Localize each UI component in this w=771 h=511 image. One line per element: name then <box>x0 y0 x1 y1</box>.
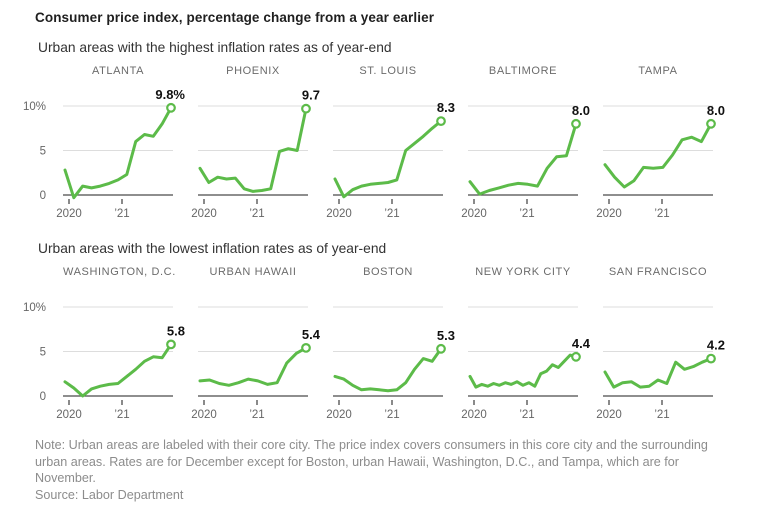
chart-title: TAMPA <box>638 65 678 77</box>
end-marker <box>301 343 311 353</box>
x-tick-label: 2020 <box>596 409 622 421</box>
end-marker <box>571 118 581 129</box>
figure-title: Consumer price index, percentage change … <box>35 10 435 25</box>
value-label: 8.3 <box>437 100 455 115</box>
x-tick-label: ’21 <box>114 208 129 220</box>
mini-chart-san-francisco: SAN FRANCISCO 2020 ’21 4.2 <box>596 266 738 427</box>
value-label: 4.4 <box>572 336 591 351</box>
value-label: 8.0 <box>572 103 590 118</box>
section-highest: Urban areas with the highest inflation r… <box>23 40 743 226</box>
mini-chart-baltimore: BALTIMORE 2020 ’21 8.0 <box>461 65 603 226</box>
value-label: 8.0 <box>707 103 725 118</box>
x-tick-label: ’21 <box>519 208 534 220</box>
chart-plot: 2020 ’21 10% 5 0 9.8% <box>23 87 185 220</box>
x-tick-label: 2020 <box>56 409 82 421</box>
chart-title: BOSTON <box>363 266 413 278</box>
mini-chart-tampa: TAMPA 2020 ’21 8.0 <box>596 65 738 226</box>
x-tick-label: ’21 <box>654 409 669 421</box>
section-lowest: Urban areas with the lowest inflation ra… <box>23 241 743 427</box>
source-line: Source: Labor Department <box>35 487 184 502</box>
trend-line <box>333 119 443 199</box>
chart-title: NEW YORK CITY <box>475 266 571 278</box>
chart-title: BALTIMORE <box>488 65 558 77</box>
x-tick-label: 2020 <box>326 409 352 421</box>
mini-chart-new-york-city: NEW YORK CITY 2020 ’21 4.4 <box>461 266 603 427</box>
end-marker <box>166 339 176 350</box>
trend-line <box>603 357 713 389</box>
trend-line <box>198 107 308 193</box>
y-tick-label: 0 <box>40 190 46 202</box>
mini-chart-st-louis: ST. LOUIS 2020 ’21 8.3 <box>326 65 468 226</box>
trend-line <box>333 347 443 393</box>
chart-plot: 2020 ’21 8.0 <box>461 103 590 220</box>
trend-line <box>198 346 308 387</box>
chart-plot: 2020 ’21 8.3 <box>326 100 455 220</box>
x-tick-label: 2020 <box>461 208 487 220</box>
chart-title: ST. LOUIS <box>359 65 417 77</box>
trend-line <box>63 106 173 200</box>
trend-line <box>468 353 578 389</box>
value-label: 4.2 <box>707 338 725 353</box>
end-marker <box>301 103 311 114</box>
end-marker <box>436 116 446 126</box>
x-tick-label: ’21 <box>249 409 264 421</box>
chart-plot: 2020 ’21 5.4 <box>191 306 321 421</box>
x-tick-label: 2020 <box>191 409 217 421</box>
x-tick-label: 2020 <box>461 409 487 421</box>
x-tick-label: 2020 <box>326 208 352 220</box>
x-tick-label: 2020 <box>191 208 217 220</box>
chart-title: URBAN HAWAII <box>209 266 297 278</box>
y-tick-label: 0 <box>40 391 46 403</box>
chart-plot: 2020 ’21 10% 5 0 5.8 <box>23 302 185 421</box>
mini-chart-urban-hawaii: URBAN HAWAII 2020 ’21 5.4 <box>191 266 333 427</box>
section-highest-subtitle: Urban areas with the highest inflation r… <box>38 40 392 55</box>
y-tick-label: 10% <box>23 101 46 113</box>
end-marker <box>166 102 176 113</box>
value-label: 9.8% <box>155 87 185 102</box>
chart-title: ATLANTA <box>91 65 145 77</box>
trend-line <box>603 122 713 189</box>
chart-plot: 2020 ’21 4.4 <box>461 306 591 421</box>
x-tick-label: ’21 <box>114 409 129 421</box>
x-tick-label: ’21 <box>384 409 399 421</box>
end-marker <box>571 351 581 362</box>
end-marker <box>706 118 716 129</box>
x-tick-label: ’21 <box>249 208 264 220</box>
x-tick-label: 2020 <box>56 208 82 220</box>
mini-chart-phoenix: PHOENIX 2020 ’21 9.7 <box>191 65 333 226</box>
x-tick-label: ’21 <box>519 409 534 421</box>
x-tick-label: 2020 <box>596 208 622 220</box>
x-tick-label: ’21 <box>384 208 399 220</box>
section-lowest-subtitle: Urban areas with the lowest inflation ra… <box>38 241 387 256</box>
chart-title: PHOENIX <box>226 65 280 77</box>
footnote: Note: Urban areas are labeled with their… <box>35 438 708 486</box>
value-label: 5.8 <box>167 323 185 338</box>
chart-title: WASHINGTON, D.C. <box>63 266 176 278</box>
chart-row-lowest: WASHINGTON, D.C. 2020 ’21 10% 5 0 5.8 URBAN HAW… <box>23 266 743 427</box>
mini-chart-boston: BOSTON 2020 ’21 5.3 <box>326 266 468 427</box>
end-marker <box>436 343 446 354</box>
mini-chart-atlanta: ATLANTA 2020 ’21 10% 5 0 9.8% <box>23 65 198 226</box>
chart-title: SAN FRANCISCO <box>608 266 708 278</box>
trend-line <box>63 342 173 398</box>
value-label: 5.3 <box>437 328 455 343</box>
value-label: 5.4 <box>302 327 321 342</box>
chart-plot: 2020 ’21 8.0 <box>596 103 725 220</box>
y-tick-label: 10% <box>23 302 46 314</box>
trend-line <box>468 122 578 196</box>
mini-chart-washington-d-c: WASHINGTON, D.C. 2020 ’21 10% 5 0 5.8 <box>23 266 198 427</box>
chart-plot: 2020 ’21 4.2 <box>596 306 725 421</box>
chart-row-highest: ATLANTA 2020 ’21 10% 5 0 9.8% PHOENIX 2020 ’21 9.7… <box>23 65 743 226</box>
y-tick-label: 5 <box>40 146 46 158</box>
value-label: 9.7 <box>302 88 320 103</box>
chart-plot: 2020 ’21 5.3 <box>326 306 455 421</box>
chart-plot: 2020 ’21 9.7 <box>191 88 320 220</box>
y-tick-label: 5 <box>40 347 46 359</box>
end-marker <box>706 353 716 364</box>
x-tick-label: ’21 <box>654 208 669 220</box>
